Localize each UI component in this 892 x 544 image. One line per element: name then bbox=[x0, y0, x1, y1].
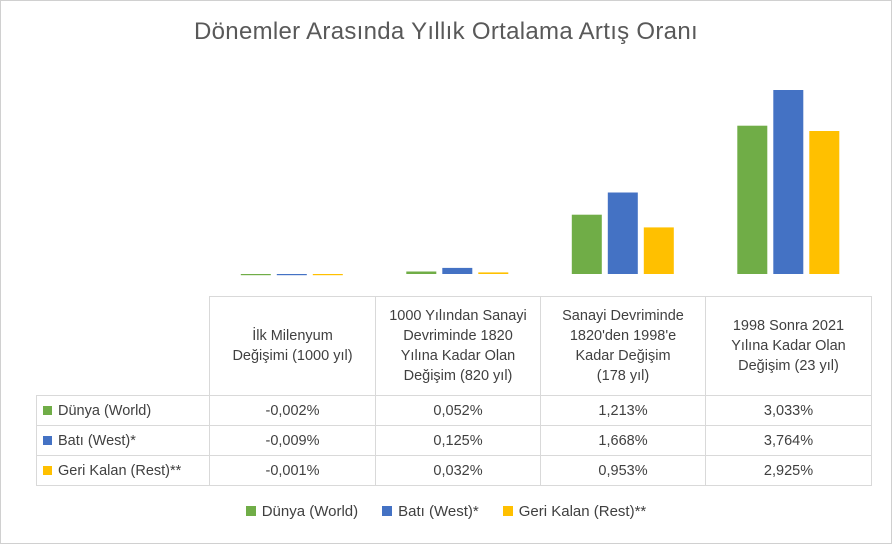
table-row-header: Batı (West)* bbox=[36, 425, 210, 456]
table-cell-value: 0,953% bbox=[540, 455, 706, 486]
legend-swatch bbox=[502, 506, 513, 516]
series-name: Geri Kalan (Rest)** bbox=[58, 462, 182, 479]
legend-item: Dünya (World) bbox=[245, 503, 359, 520]
data-table: İlk Milenyum Değişimi (1000 yıl) 1000 Yıl… bbox=[36, 296, 872, 486]
table-cell-value: 3,033% bbox=[705, 395, 872, 426]
legend-item: Geri Kalan (Rest)** bbox=[502, 503, 647, 520]
bar bbox=[240, 274, 271, 276]
table-cell-value: 0,052% bbox=[375, 395, 541, 426]
bar bbox=[312, 274, 343, 276]
legend-swatch bbox=[245, 506, 256, 516]
table-corner-cell bbox=[36, 296, 210, 396]
bar bbox=[406, 271, 437, 274]
table-cell-value: 3,764% bbox=[705, 425, 872, 456]
series-name: Dünya (World) bbox=[58, 402, 152, 419]
table-cell-value: -0,009% bbox=[209, 425, 376, 456]
legend-label: Batı (West)* bbox=[398, 503, 479, 520]
bar bbox=[607, 192, 638, 274]
table-row: Geri Kalan (Rest)** -0,001% 0,032% 0,953% 2,… bbox=[36, 455, 872, 486]
chart-title: Dönemler Arasında Yıllık Ortalama Artış … bbox=[194, 18, 698, 45]
series-swatch bbox=[43, 435, 52, 445]
series-name: Batı (West)* bbox=[58, 432, 136, 449]
table-row-header: Geri Kalan (Rest)** bbox=[36, 455, 210, 486]
legend-swatch bbox=[382, 506, 393, 516]
table-cell-value: 0,125% bbox=[375, 425, 541, 456]
table-row: Dünya (World) -0,002% 0,052% 1,213% 3,033% bbox=[36, 395, 872, 426]
table-column-header: 1000 Yılından Sanayi Devriminde 1820 Yılın… bbox=[375, 296, 541, 396]
series-swatch bbox=[43, 405, 52, 415]
plot-area bbox=[240, 90, 840, 276]
legend-label: Geri Kalan (Rest)** bbox=[518, 503, 647, 520]
bar bbox=[478, 272, 509, 274]
table-row: Batı (West)* -0,009% 0,125% 1,668% 3,764% bbox=[36, 425, 872, 456]
table-cell-value: -0,002% bbox=[209, 395, 376, 426]
table-column-header: Sanayi Devriminde 1820'den 1998'e Kadar De… bbox=[540, 296, 706, 396]
table-cell-value: 0,032% bbox=[375, 455, 541, 486]
table-column-header: 1998 Sonra 2021 Yılına Kadar Olan Değişim … bbox=[705, 296, 872, 396]
table-row-header: Dünya (World) bbox=[36, 395, 210, 426]
bar bbox=[571, 214, 602, 274]
table-cell-value: 2,925% bbox=[705, 455, 872, 486]
bar bbox=[737, 125, 768, 274]
bar bbox=[643, 227, 674, 274]
table-column-header: İlk Milenyum Değişimi (1000 yıl) bbox=[209, 296, 376, 396]
legend-label: Dünya (World) bbox=[261, 503, 359, 520]
table-cell-value: -0,001% bbox=[209, 455, 376, 486]
bar bbox=[809, 131, 840, 274]
bar bbox=[276, 274, 307, 276]
series-swatch bbox=[43, 465, 52, 475]
legend: Dünya (World) Batı (West)* Geri Kalan (Res… bbox=[0, 503, 892, 520]
bar bbox=[442, 267, 473, 274]
table-cell-value: 1,668% bbox=[540, 425, 706, 456]
table-header-row: İlk Milenyum Değişimi (1000 yıl) 1000 Yıl… bbox=[36, 296, 872, 396]
table-cell-value: 1,213% bbox=[540, 395, 706, 426]
bar bbox=[773, 90, 804, 274]
legend-item: Batı (West)* bbox=[382, 503, 479, 520]
